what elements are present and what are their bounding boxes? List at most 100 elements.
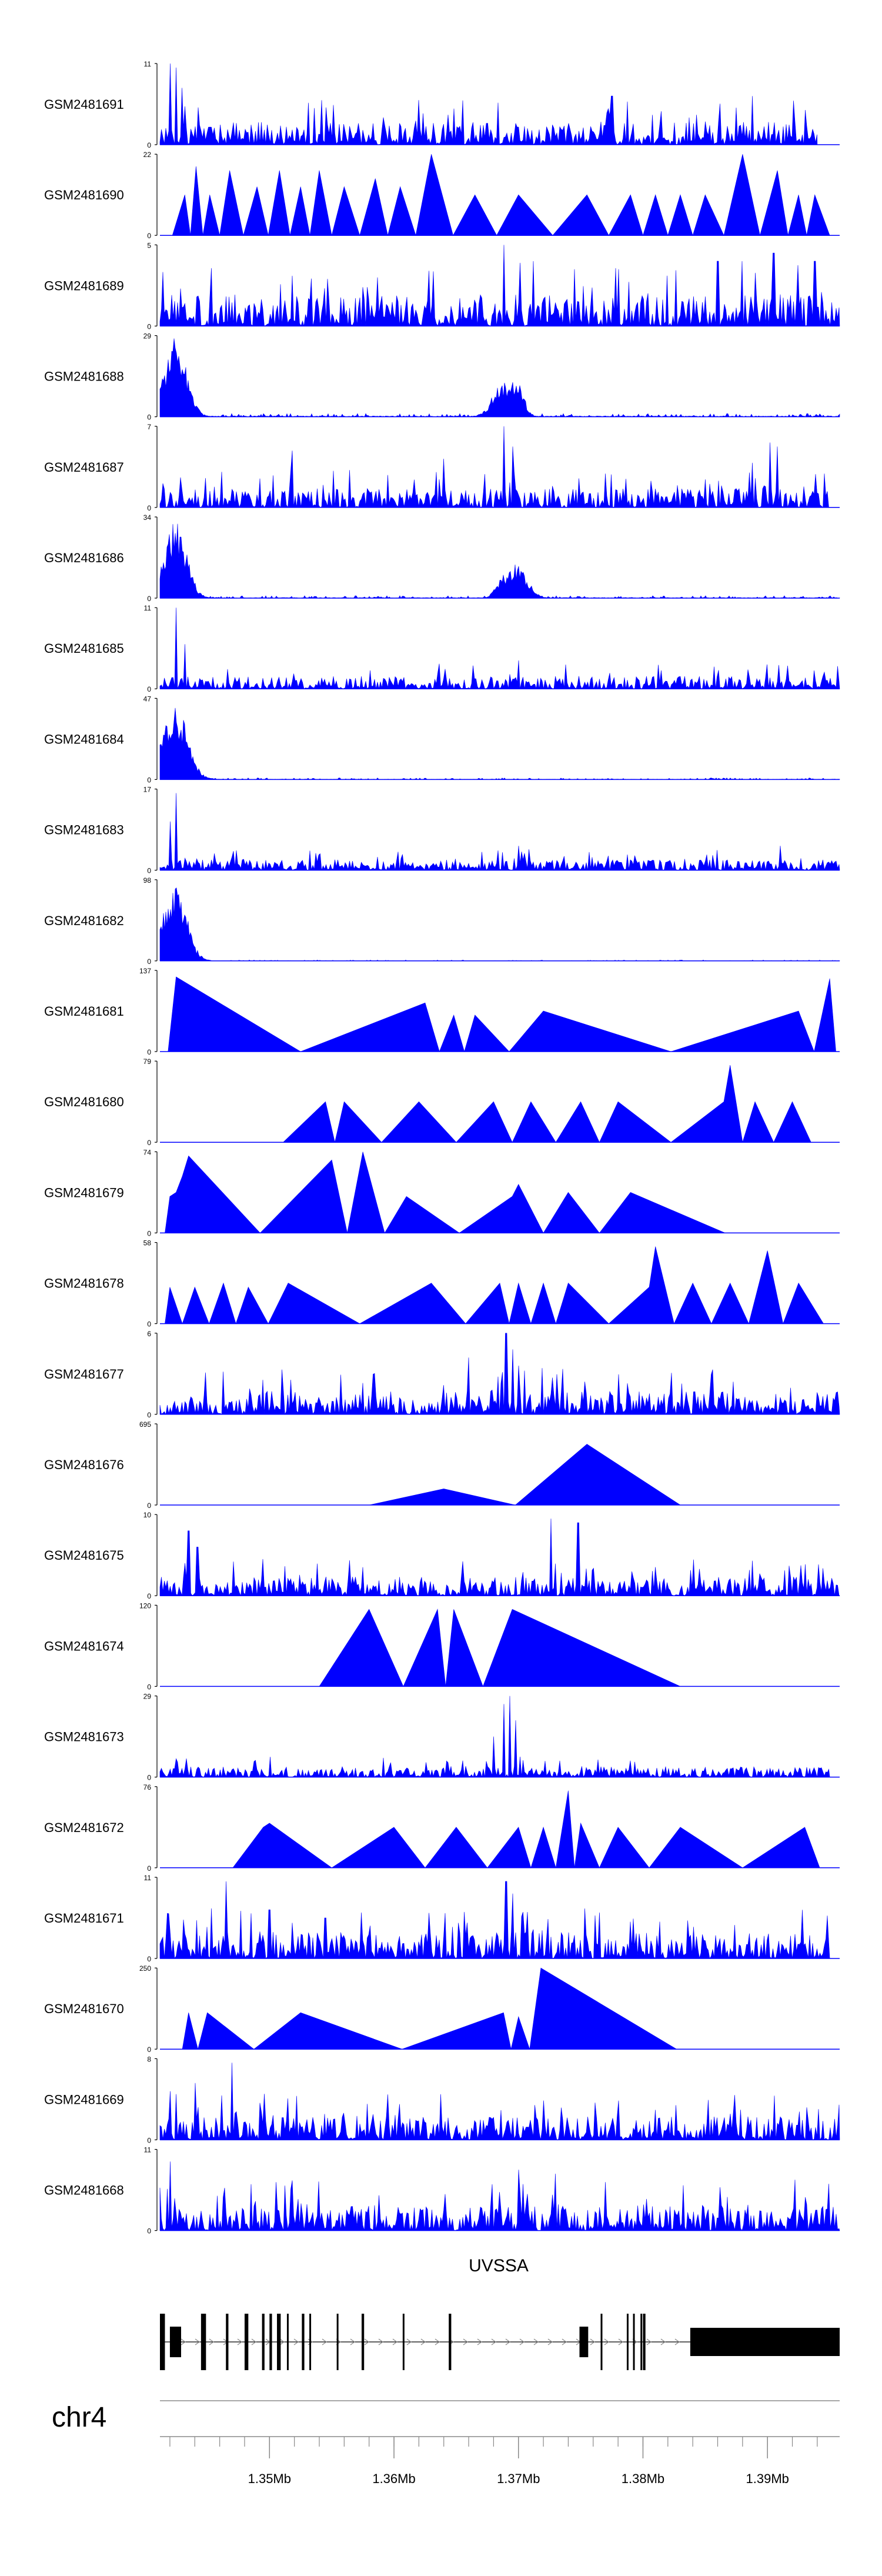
strand-arrow [660,2338,666,2345]
coverage-area [160,976,836,1053]
track-GSM2481678: GSM2481678 58 0 [44,1239,840,1329]
exon-block [302,2314,305,2370]
coverage-area [159,793,840,871]
track-GSM2481672: GSM2481672 76 0 [44,1783,840,1873]
strand-arrow [604,2338,610,2345]
track-GSM2481691: GSM2481691 11 0 [44,60,840,149]
exon-block [336,2314,339,2370]
coverage-area [269,1609,681,1687]
strand-arrow [350,2338,356,2345]
track-label: GSM2481668 [44,2183,124,2198]
track-label: GSM2481669 [44,2092,124,2107]
strand-arrow [322,2338,328,2345]
y-tick-label-min: 0 [147,1592,151,1600]
chromosome-label: chr4 [52,2402,106,2433]
exon-block [579,2327,589,2357]
coverage-area [159,1519,840,1597]
y-tick-label-max: 58 [143,1239,152,1247]
y-tick-label-min: 0 [147,504,151,512]
strand-arrow [392,2338,398,2345]
track-GSM2481671: GSM2481671 11 0 [44,1874,840,1963]
exon-block [277,2314,281,2370]
exon-block [262,2314,265,2370]
coverage-area [159,2063,840,2141]
coverage-area [159,245,840,327]
track-GSM2481688: GSM2481688 29 0 [44,332,840,422]
track-GSM2481687: GSM2481687 7 0 [44,423,840,512]
x-tick-label: 1.38Mb [622,2471,664,2486]
exon-block [717,2328,720,2356]
exon-block [643,2314,646,2370]
coverage-area [159,63,818,146]
strand-arrow [209,2338,215,2345]
exon-block [244,2314,249,2370]
exon-block [402,2314,405,2370]
track-GSM2481676: GSM2481676 695 0 [44,1420,840,1510]
track-label: GSM2481680 [44,1095,124,1109]
strand-arrow [674,2338,680,2345]
exon-block [160,2314,165,2370]
y-tick-label-max: 8 [147,2055,151,2063]
y-tick-label-max: 34 [143,513,152,522]
genome-axis-track: chr4 1.35Mb 1.36Mb 1.37Mb 1.38Mb 1.39Mb [52,2400,840,2486]
y-tick-label-max: 6 [147,1330,151,1338]
y-tick-label-max: 120 [139,1601,151,1610]
y-tick-label-min: 0 [147,1411,151,1419]
exon-block [690,2328,840,2356]
strand-arrow [505,2338,511,2345]
strand-arrow [491,2338,497,2345]
coverage-area [159,426,830,508]
track-GSM2481668: GSM2481668 11 0 [44,2146,840,2235]
x-tick-label: 1.35Mb [248,2471,291,2486]
y-tick-label-max: 98 [143,876,152,885]
track-GSM2481683: GSM2481683 17 0 [44,786,840,875]
y-tick-label-max: 22 [143,151,152,159]
track-GSM2481686: GSM2481686 34 0 [44,513,840,603]
y-tick-label-min: 0 [147,957,151,966]
y-tick-label-min: 0 [147,595,151,603]
exon-block [633,2314,635,2370]
exon-block [309,2314,312,2370]
coverage-area [176,1967,677,2050]
exon-block [201,2314,206,2370]
y-tick-label-min: 0 [147,1774,151,1782]
track-label: GSM2481671 [44,1911,124,1926]
track-label: GSM2481670 [44,2001,124,2016]
track-GSM2481690: GSM2481690 22 0 [44,151,840,240]
coverage-area [159,2161,840,2231]
coverage-area [240,1065,811,1143]
y-tick-label-min: 0 [147,1229,151,1237]
coverage-area [159,523,840,599]
strand-arrow [406,2338,412,2345]
track-GSM2481685: GSM2481685 11 0 [44,604,840,693]
y-tick-label-min: 0 [147,2227,151,2235]
y-tick-label-min: 0 [147,2046,151,2054]
track-GSM2481689: GSM2481689 5 0 [44,241,840,331]
y-tick-label-max: 11 [144,1874,152,1882]
track-label: GSM2481689 [44,278,124,293]
y-tick-label-min: 0 [147,1864,151,1873]
y-tick-label-max: 11 [144,60,152,68]
strand-arrow [237,2338,243,2345]
strand-arrow [279,2338,285,2345]
track-GSM2481682: GSM2481682 98 0 [44,876,840,966]
track-GSM2481679: GSM2481679 74 0 [44,1148,840,1237]
track-GSM2481669: GSM2481669 8 0 [44,2055,840,2144]
exon-block [600,2314,603,2370]
track-label: GSM2481674 [44,1639,124,1653]
y-tick-label-min: 0 [147,1955,151,1963]
gene-model-track: UVSSA [160,2256,840,2370]
track-label: GSM2481675 [44,1548,124,1563]
coverage-area [202,1790,820,1868]
coverage-area [160,154,830,236]
y-tick-label-min: 0 [147,1683,151,1691]
y-tick-label-max: 7 [147,423,151,431]
track-label: GSM2481672 [44,1820,124,1835]
track-label: GSM2481678 [44,1276,124,1291]
y-tick-label-max: 11 [144,2146,152,2154]
exon-block [449,2314,452,2370]
strand-arrow [364,2338,370,2345]
track-GSM2481670: GSM2481670 250 0 [44,1964,840,2054]
y-tick-label-min: 0 [147,1501,151,1510]
